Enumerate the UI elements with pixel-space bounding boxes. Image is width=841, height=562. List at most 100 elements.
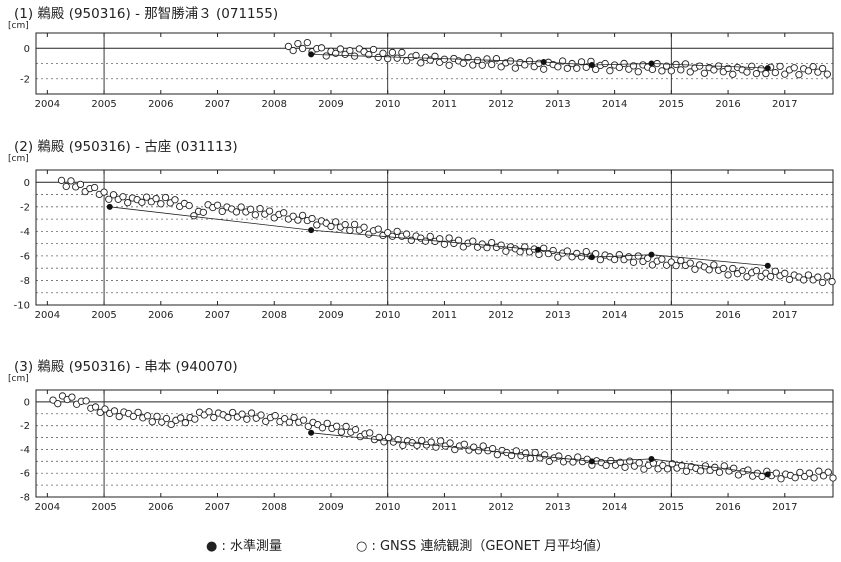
gnss-point: [479, 442, 487, 450]
gnss-point: [418, 436, 426, 445]
gnss-point: [138, 198, 146, 206]
gnss-point: [436, 235, 444, 243]
gnss-point: [205, 408, 213, 416]
gnss-point: [346, 46, 354, 55]
gnss-point: [648, 261, 657, 269]
gnss-point: [76, 180, 85, 189]
gnss-point: [374, 225, 382, 233]
gnss-point: [810, 474, 818, 482]
gnss-point: [351, 425, 360, 434]
gnss-point: [313, 221, 321, 229]
gnss-point: [667, 67, 675, 75]
x-tick-label: 2015: [659, 99, 684, 110]
x-tick-label: 2016: [715, 310, 740, 321]
y-tick-label: -6: [20, 469, 30, 480]
gnss-point: [459, 59, 467, 67]
panel-title: (1) 鵜殿 (950316) - 那智勝浦３ (071155): [14, 6, 278, 22]
x-tick-label: 2005: [91, 310, 116, 321]
gnss-point: [303, 38, 311, 47]
gnss-point: [823, 70, 831, 78]
gnss-point: [369, 45, 378, 54]
x-tick-label: 2014: [602, 310, 627, 321]
y-tick-label: -8: [20, 276, 30, 287]
gnss-point: [167, 420, 175, 429]
gnss-point: [393, 54, 401, 62]
gnss-point: [375, 433, 383, 442]
gnss-point: [492, 55, 501, 63]
gnss-point: [148, 418, 156, 426]
gnss-point: [621, 463, 629, 471]
gnss-point: [648, 65, 657, 74]
gnss-point: [384, 228, 392, 237]
gnss-point: [218, 207, 226, 216]
x-tick-label: 2015: [659, 310, 684, 321]
gnss-point: [525, 57, 534, 65]
gnss-point: [478, 61, 486, 69]
x-tick-label: 2011: [432, 502, 457, 513]
gnss-point: [616, 458, 624, 466]
gnss-point: [143, 412, 152, 420]
gnss-point: [686, 259, 694, 267]
gnss-point: [299, 416, 308, 424]
gnss-point: [393, 227, 401, 236]
gnss-point: [772, 469, 780, 477]
x-tick-label: 2009: [318, 310, 343, 321]
gnss-point: [445, 61, 453, 69]
gnss-point: [265, 207, 274, 215]
gnss-point: [512, 447, 520, 455]
gnss-point: [101, 405, 109, 413]
gnss-point: [350, 220, 359, 229]
gnss-point: [791, 474, 799, 482]
gnss-point: [474, 447, 483, 455]
gnss-point: [658, 67, 666, 75]
x-tick-label: 2012: [488, 99, 513, 110]
gnss-point: [696, 62, 704, 70]
x-tick-label: 2017: [772, 310, 797, 321]
leveling-point: [308, 227, 315, 234]
gnss-point: [828, 277, 836, 286]
gnss-point: [678, 461, 686, 470]
gnss-point: [563, 64, 571, 72]
gnss-point: [157, 200, 165, 208]
gnss-point: [142, 193, 151, 201]
gnss-point: [757, 65, 765, 73]
y-tick-label: -4: [20, 445, 30, 456]
gnss-point: [522, 449, 530, 457]
gnss-point: [445, 234, 453, 242]
leveling-point: [308, 429, 315, 436]
gnss-point: [161, 193, 170, 202]
gnss-point: [667, 258, 675, 266]
gnss-point: [672, 261, 680, 270]
gnss-point: [262, 417, 270, 426]
gnss-point: [374, 53, 382, 62]
gnss-point: [626, 457, 634, 465]
gnss-point: [323, 419, 331, 428]
gnss-point: [776, 62, 784, 71]
gnss-point: [318, 424, 327, 432]
gnss-point: [606, 67, 614, 75]
gnss-point: [454, 236, 463, 244]
gnss-point: [119, 193, 127, 201]
x-tick-label: 2010: [375, 310, 400, 321]
x-tick-label: 2011: [432, 310, 457, 321]
x-tick-label: 2013: [545, 502, 570, 513]
leveling-point: [588, 254, 595, 261]
gnss-point: [171, 196, 179, 204]
gnss-point: [545, 457, 554, 466]
gnss-point: [781, 70, 789, 78]
plot-frame: [35, 32, 834, 95]
gnss-point: [289, 212, 297, 220]
x-tick-label: 2012: [488, 310, 513, 321]
x-tick-label: 2008: [262, 99, 287, 110]
gnss-point: [366, 429, 374, 437]
gnss-point: [681, 60, 690, 68]
gnss-point: [577, 58, 586, 66]
y-tick-label: -2: [20, 202, 30, 213]
x-tick-label: 2016: [715, 502, 740, 513]
x-tick-label: 2007: [205, 310, 230, 321]
gnss-point: [743, 68, 751, 76]
gnss-point: [427, 438, 435, 446]
gnss-point: [814, 68, 822, 76]
gnss-point: [582, 247, 590, 256]
